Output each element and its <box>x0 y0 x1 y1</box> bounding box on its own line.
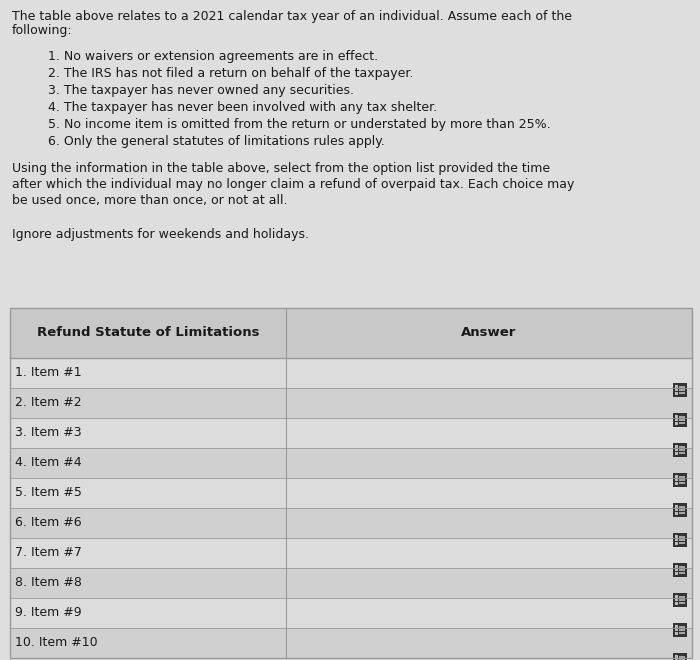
Bar <box>673 413 687 427</box>
Text: Refund Statute of Limitations: Refund Statute of Limitations <box>37 327 260 339</box>
Bar <box>673 593 687 607</box>
Bar <box>675 512 678 515</box>
Bar <box>673 443 687 457</box>
Bar <box>675 629 678 631</box>
Bar <box>675 509 678 512</box>
Bar <box>675 602 678 605</box>
Bar <box>675 539 678 541</box>
Bar <box>675 389 678 391</box>
Bar <box>675 626 678 628</box>
Bar <box>673 533 687 547</box>
Bar <box>675 632 678 634</box>
Bar <box>675 569 678 571</box>
Bar <box>10 308 692 658</box>
Text: 9. Item #9: 9. Item #9 <box>15 607 82 620</box>
Bar <box>675 392 678 395</box>
Text: 7. Item #7: 7. Item #7 <box>15 546 82 560</box>
Bar <box>10 508 692 538</box>
Text: 3. The taxpayer has never owned any securities.: 3. The taxpayer has never owned any secu… <box>48 84 354 97</box>
Text: Ignore adjustments for weekends and holidays.: Ignore adjustments for weekends and holi… <box>12 228 309 241</box>
Text: after which the individual may no longer claim a refund of overpaid tax. Each ch: after which the individual may no longer… <box>12 178 575 191</box>
Text: 5. Item #5: 5. Item #5 <box>15 486 82 500</box>
Text: The table above relates to a 2021 calendar tax year of an individual. Assume eac: The table above relates to a 2021 calend… <box>12 10 572 23</box>
Text: 1. Item #1: 1. Item #1 <box>15 366 82 379</box>
Bar <box>675 542 678 544</box>
Bar <box>10 568 692 598</box>
Text: Using the information in the table above, select from the option list provided t: Using the information in the table above… <box>12 162 550 175</box>
Bar <box>675 385 678 388</box>
Bar <box>675 475 678 478</box>
Bar <box>10 308 692 358</box>
Text: be used once, more than once, or not at all.: be used once, more than once, or not at … <box>12 194 288 207</box>
Bar <box>675 422 678 424</box>
Bar <box>675 415 678 418</box>
Text: 6. Item #6: 6. Item #6 <box>15 517 82 529</box>
Text: 10. Item #10: 10. Item #10 <box>15 636 97 649</box>
Text: 2. The IRS has not filed a return on behalf of the taxpayer.: 2. The IRS has not filed a return on beh… <box>48 67 414 80</box>
Bar <box>675 599 678 601</box>
Bar <box>675 659 678 660</box>
Bar <box>673 473 687 487</box>
Bar <box>675 452 678 455</box>
Bar <box>675 655 678 658</box>
Bar <box>675 566 678 568</box>
Text: 6. Only the general statutes of limitations rules apply.: 6. Only the general statutes of limitati… <box>48 135 385 148</box>
Bar <box>10 448 692 478</box>
Bar <box>675 572 678 575</box>
Bar <box>675 535 678 538</box>
Bar <box>673 563 687 577</box>
Bar <box>10 598 692 628</box>
Bar <box>10 418 692 448</box>
Text: Answer: Answer <box>461 327 517 339</box>
Bar <box>675 446 678 448</box>
Bar <box>10 358 692 388</box>
Bar <box>675 478 678 481</box>
Text: 4. Item #4: 4. Item #4 <box>15 457 82 469</box>
Text: following:: following: <box>12 24 73 37</box>
Bar <box>675 482 678 484</box>
Text: 3. Item #3: 3. Item #3 <box>15 426 82 440</box>
Bar <box>10 478 692 508</box>
Bar <box>675 449 678 451</box>
Bar <box>675 595 678 598</box>
Text: 5. No income item is omitted from the return or understated by more than 25%.: 5. No income item is omitted from the re… <box>48 118 551 131</box>
Bar <box>10 628 692 658</box>
Bar <box>673 503 687 517</box>
Text: 2. Item #2: 2. Item #2 <box>15 397 82 409</box>
Bar <box>10 388 692 418</box>
Bar <box>673 383 687 397</box>
Bar <box>10 538 692 568</box>
Text: 8. Item #8: 8. Item #8 <box>15 576 82 589</box>
Text: 1. No waivers or extension agreements are in effect.: 1. No waivers or extension agreements ar… <box>48 50 378 63</box>
Bar <box>675 419 678 421</box>
Bar <box>673 623 687 637</box>
Bar <box>675 506 678 508</box>
Text: 4. The taxpayer has never been involved with any tax shelter.: 4. The taxpayer has never been involved … <box>48 101 437 114</box>
Bar <box>673 653 687 660</box>
